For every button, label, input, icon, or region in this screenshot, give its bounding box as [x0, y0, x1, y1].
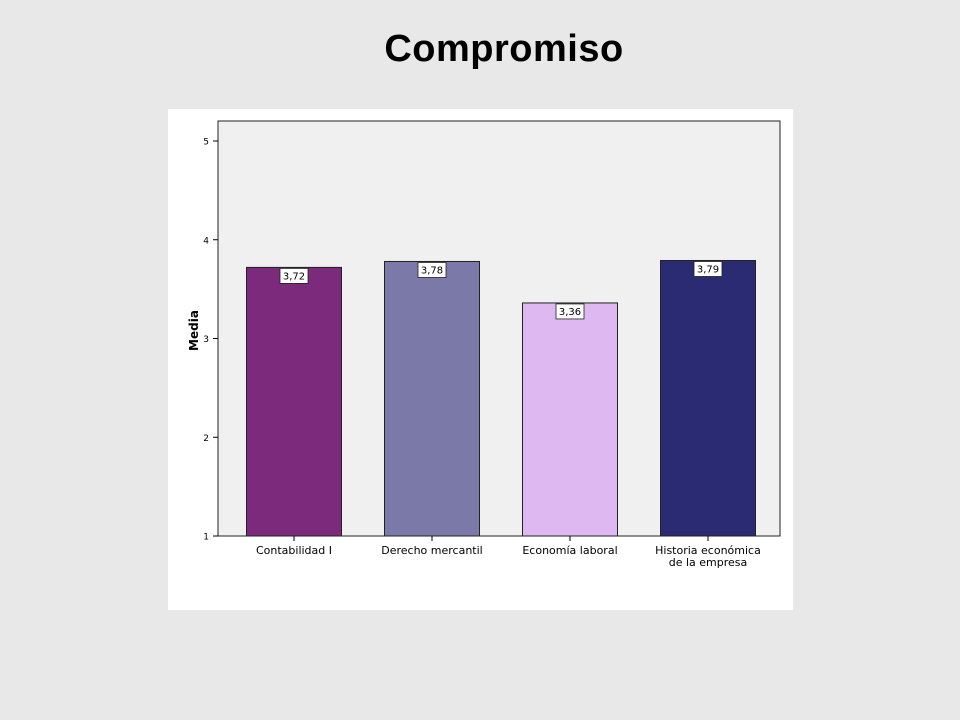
bar	[246, 266, 342, 537]
bar	[660, 259, 756, 537]
data-label-box	[279, 267, 309, 284]
x-tick-label: Derecho mercantil	[381, 544, 482, 557]
x-tick-label: Contabilidad I	[256, 544, 332, 557]
y-tick-label: 5	[203, 138, 209, 148]
y-tick-label: 4	[203, 236, 209, 246]
y-tick-label: 3	[203, 335, 209, 345]
data-label-box	[555, 303, 585, 320]
y-tick-label: 2	[203, 434, 209, 444]
bar-chart: 1 2 3 4 5 Media 3,72 Contabilidad I 3,78 Derecho …	[187, 120, 781, 569]
chart-panel: 1 2 3 4 5 Media 3,72 Contabilidad I 3,78 Derecho …	[168, 109, 793, 610]
data-label: 3,78	[421, 265, 443, 276]
data-label-box	[417, 262, 447, 278]
x-tick-label: de la empresa	[669, 556, 748, 569]
data-label-box	[693, 261, 723, 277]
bar	[384, 260, 480, 537]
bar	[522, 302, 618, 537]
data-label: 3,36	[559, 307, 581, 318]
x-tick-label: Economía laboral	[522, 544, 617, 557]
data-label: 3,72	[283, 271, 305, 282]
slide-title: Compromiso	[384, 28, 624, 70]
y-tick-label: 1	[203, 533, 209, 543]
data-label: 3,79	[697, 264, 719, 275]
y-axis-label: Media	[187, 310, 201, 351]
x-tick-label: Historia económica	[655, 544, 761, 557]
